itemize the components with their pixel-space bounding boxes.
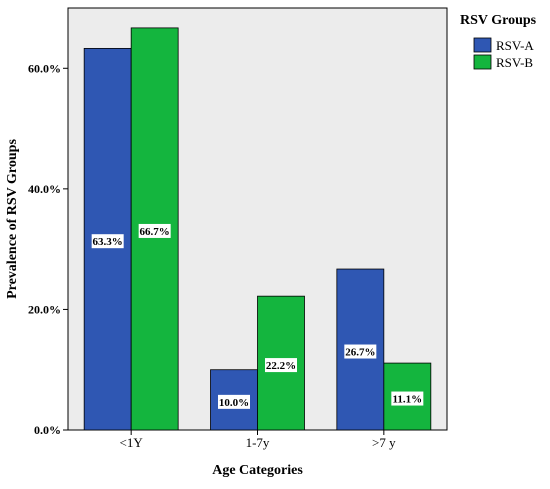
data-label-box (91, 234, 124, 249)
legend-swatch-rsv-a (473, 37, 492, 53)
y-tick-label: 20.0% (28, 302, 61, 316)
data-label-box (265, 358, 297, 373)
axes-layer: <1Y 1-7y >7 y 0.0% 20.0% 40.0% 60.0% (28, 61, 396, 450)
legend: RSV Groups RSV-A RSV-B (460, 13, 537, 70)
data-label-rsv-a-0: 63.3% (93, 236, 123, 248)
legend-label-rsv-b: RSV-B (496, 55, 533, 70)
legend-title: RSV Groups (460, 13, 537, 28)
y-tick-label: 60.0% (28, 61, 61, 75)
y-tick-label: 40.0% (28, 182, 61, 196)
legend-label-rsv-a: RSV-A (496, 38, 534, 53)
x-axis-title: Age Categories (212, 463, 303, 478)
legend-swatch-rsv-b (473, 54, 492, 70)
y-axis-title: Prevalence of RSV Groups (5, 139, 20, 299)
data-label-box (138, 223, 171, 238)
x-tick-label: >7 y (372, 435, 396, 450)
data-label-rsv-b-0: 66.7% (140, 226, 170, 238)
data-label-rsv-b-1: 22.2% (266, 360, 296, 372)
bars-layer: 63.3% 66.7% 10.0% 22.2% 26.7% 11.1% (83, 27, 432, 431)
x-tick-label: 1-7y (246, 435, 270, 450)
data-label-box (391, 391, 424, 406)
x-tick-label: <1Y (120, 435, 144, 450)
data-label-box (218, 394, 250, 409)
data-label-rsv-b-2: 11.1% (393, 394, 423, 406)
data-label-rsv-a-1: 10.0% (219, 397, 249, 409)
data-label-rsv-a-2: 26.7% (345, 347, 375, 359)
data-label-box (344, 344, 377, 359)
y-tick-label: 0.0% (34, 423, 61, 437)
